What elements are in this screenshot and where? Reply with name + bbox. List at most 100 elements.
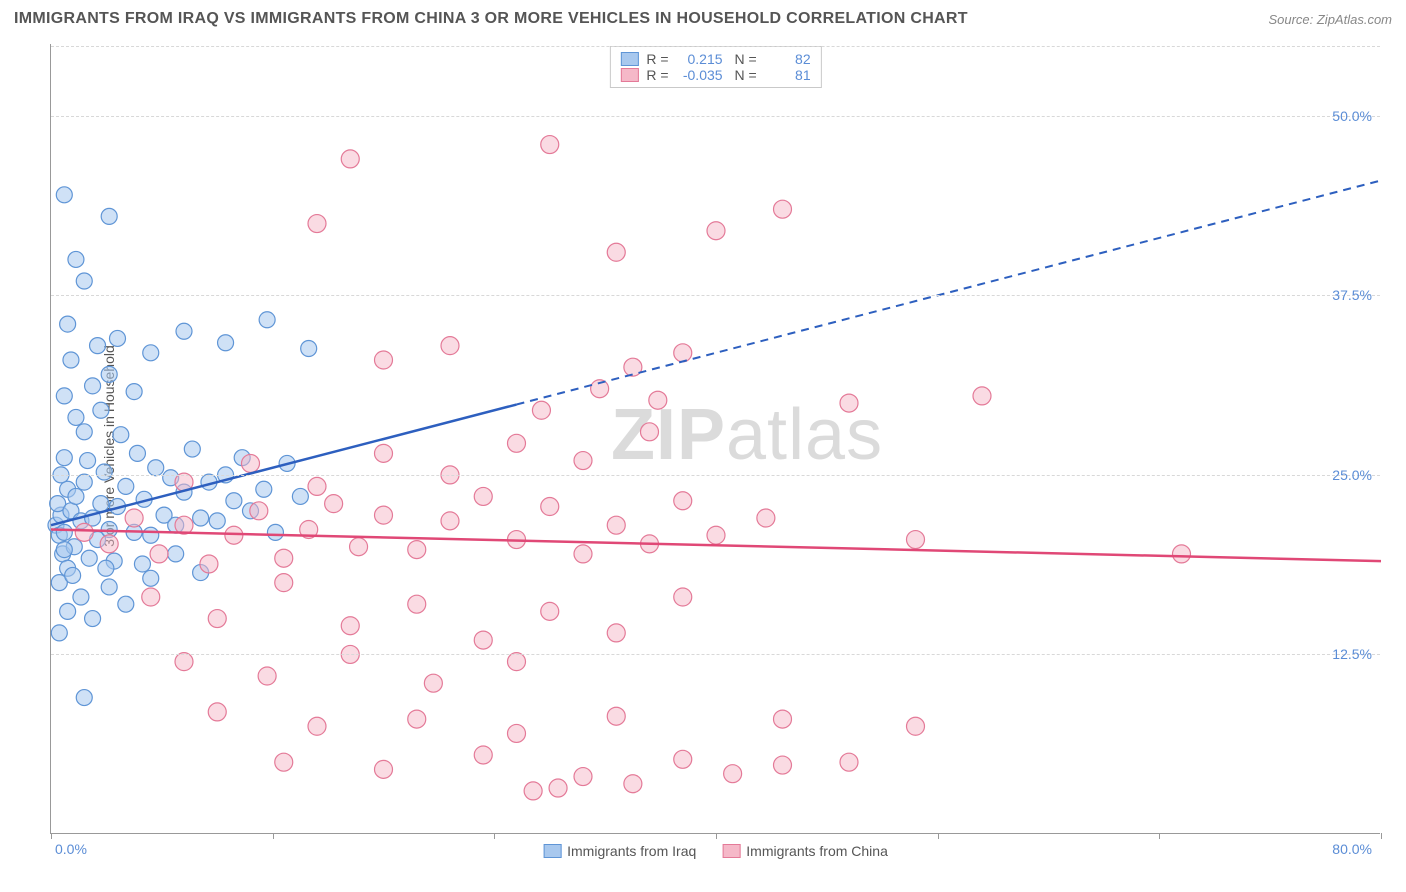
data-point [474, 746, 492, 764]
data-point [574, 545, 592, 563]
data-point [259, 312, 275, 328]
data-point [973, 387, 991, 405]
data-point [724, 765, 742, 783]
data-point [275, 574, 293, 592]
data-point [301, 341, 317, 357]
data-point [126, 384, 142, 400]
data-point [200, 555, 218, 573]
data-point [76, 273, 92, 289]
data-point [101, 579, 117, 595]
data-point [325, 495, 343, 513]
regression-line-dashed [517, 180, 1382, 404]
chart-title: IMMIGRANTS FROM IRAQ VS IMMIGRANTS FROM … [14, 10, 968, 28]
data-point [524, 782, 542, 800]
data-point [225, 526, 243, 544]
swatch-china-icon [722, 844, 740, 858]
data-point [350, 538, 368, 556]
data-point [80, 453, 96, 469]
data-point [308, 717, 326, 735]
data-point [76, 424, 92, 440]
corr-row-china: R = -0.035 N = 81 [620, 67, 810, 83]
data-point [641, 423, 659, 441]
data-point [292, 488, 308, 504]
data-point [242, 454, 260, 472]
bottom-legend: Immigrants from Iraq Immigrants from Chi… [543, 843, 888, 859]
data-point [541, 498, 559, 516]
data-point [56, 542, 72, 558]
x-tick [1159, 833, 1160, 839]
gridline [51, 295, 1380, 296]
data-point [150, 545, 168, 563]
correlation-box: R = 0.215 N = 82 R = -0.035 N = 81 [609, 46, 821, 88]
data-point [408, 710, 426, 728]
data-point [774, 756, 792, 774]
data-point [541, 136, 559, 154]
data-point [674, 750, 692, 768]
data-point [375, 506, 393, 524]
data-point [68, 251, 84, 267]
data-point [649, 391, 667, 409]
data-point [508, 434, 526, 452]
data-point [73, 589, 89, 605]
x-tick [1381, 833, 1382, 839]
data-point [209, 513, 225, 529]
data-point [375, 444, 393, 462]
data-point [142, 588, 160, 606]
data-point [341, 617, 359, 635]
data-point [441, 337, 459, 355]
data-point [308, 477, 326, 495]
data-point [1173, 545, 1191, 563]
data-point [624, 775, 642, 793]
data-point [98, 560, 114, 576]
data-point [275, 549, 293, 567]
data-point [424, 674, 442, 692]
data-point [250, 502, 268, 520]
data-point [176, 323, 192, 339]
data-point [208, 610, 226, 628]
data-point [68, 488, 84, 504]
data-point [574, 768, 592, 786]
data-point [51, 625, 67, 641]
data-point [258, 667, 276, 685]
y-tick-label: 12.5% [1332, 646, 1372, 662]
data-point [707, 222, 725, 240]
data-point [85, 378, 101, 394]
data-point [474, 631, 492, 649]
data-point [143, 527, 159, 543]
y-tick-label: 37.5% [1332, 287, 1372, 303]
data-point [840, 394, 858, 412]
data-point [93, 402, 109, 418]
data-point [101, 366, 117, 382]
swatch-iraq-icon [543, 844, 561, 858]
data-point [76, 474, 92, 490]
data-point [275, 753, 293, 771]
corr-row-iraq: R = 0.215 N = 82 [620, 51, 810, 67]
x-tick [494, 833, 495, 839]
data-point [607, 516, 625, 534]
data-point [76, 690, 92, 706]
gridline [51, 475, 1380, 476]
data-point [118, 596, 134, 612]
data-point [774, 710, 792, 728]
data-point [907, 717, 925, 735]
data-point [184, 441, 200, 457]
data-point [308, 215, 326, 233]
data-point [508, 724, 526, 742]
data-point [148, 460, 164, 476]
data-point [56, 187, 72, 203]
data-point [101, 208, 117, 224]
chart-svg [51, 44, 1380, 833]
data-point [118, 478, 134, 494]
data-point [75, 523, 93, 541]
data-point [757, 509, 775, 527]
data-point [408, 595, 426, 613]
title-bar: IMMIGRANTS FROM IRAQ VS IMMIGRANTS FROM … [14, 10, 1392, 28]
gridline [51, 654, 1380, 655]
data-point [134, 556, 150, 572]
data-point [341, 150, 359, 168]
data-point [267, 524, 283, 540]
data-point [56, 388, 72, 404]
data-point [674, 344, 692, 362]
data-point [674, 492, 692, 510]
data-point [68, 409, 84, 425]
